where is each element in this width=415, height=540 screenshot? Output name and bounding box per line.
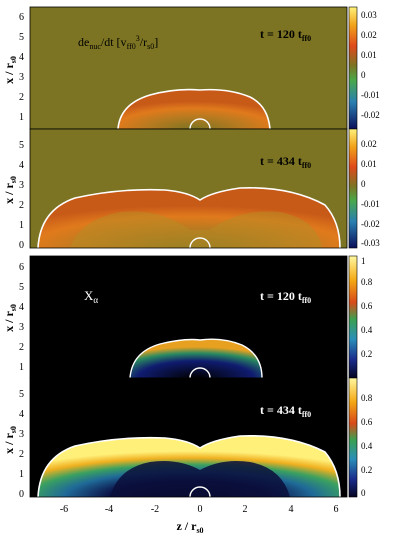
colorbar-tick: -0.02 <box>361 110 380 120</box>
colorbar-tick: 1 <box>361 256 366 266</box>
time-label: t = 120 tff0 <box>260 289 311 305</box>
y-tick: 5 <box>19 389 24 400</box>
x-tick: 4 <box>289 504 294 515</box>
time-label: t = 434 tff0 <box>260 403 311 419</box>
colorbar-tick: 0.01 <box>361 50 377 60</box>
y-tick: 2 <box>19 200 24 211</box>
colorbar-tick: 0 <box>361 488 366 498</box>
shock-front <box>37 435 341 497</box>
panel-energy-t120: 1 2 3 4 5 6 x / rs0 denuc/dt [vff03/rs0]… <box>2 6 380 130</box>
colorbar-tick: 0.02 <box>361 30 377 40</box>
colorbar-tick: 0.2 <box>361 465 372 475</box>
colorbar <box>348 6 358 130</box>
colorbar-tick: 0.2 <box>361 349 372 359</box>
y-ticks: 1 2 3 4 5 6 <box>19 12 24 123</box>
y-tick: 2 <box>19 92 24 103</box>
colorbar-ticks: 0.03 0.02 0.01 0 -0.01 -0.02 <box>361 10 380 120</box>
y-axis-label: x / rs0 <box>2 304 18 332</box>
colorbar-tick: 0.02 <box>361 139 377 149</box>
x-tick: -6 <box>60 504 68 515</box>
y-ticks: 0 1 2 3 4 5 <box>19 389 24 500</box>
y-tick: 6 <box>19 262 24 273</box>
colorbar-tick: 0.8 <box>361 277 373 287</box>
colorbar-tick: 0.03 <box>361 10 377 20</box>
x-tick: -2 <box>151 504 159 515</box>
shock-front <box>117 88 271 129</box>
colorbar-tick: 0.01 <box>361 159 377 169</box>
alpha-region <box>130 339 262 378</box>
colorbar <box>348 255 358 379</box>
y-tick: 4 <box>19 302 24 313</box>
panel-alpha-t120: 1 2 3 4 5 6 x / rs0 Xα t = 120 tff0 1 0.… <box>2 255 373 379</box>
x-tick: -4 <box>105 504 113 515</box>
y-tick: 5 <box>19 282 24 293</box>
colorbar-tick: -0.01 <box>361 199 380 209</box>
colorbar-ticks: 0.8 0.6 0.4 0.2 0 <box>361 393 373 498</box>
y-tick: 1 <box>19 362 24 373</box>
colorbar-tick: -0.03 <box>361 238 380 248</box>
y-tick: 1 <box>19 220 24 231</box>
y-tick: 4 <box>19 52 24 63</box>
y-tick: 3 <box>19 429 24 440</box>
quantity-label: Xα <box>84 288 98 305</box>
plot-frame <box>29 377 348 498</box>
core-circle <box>189 486 211 497</box>
core-circle <box>189 118 211 129</box>
colorbar-tick: 0.6 <box>361 417 373 427</box>
y-tick: 1 <box>19 469 24 480</box>
burning-region-inner <box>70 211 322 248</box>
x-tick: 0 <box>198 504 203 515</box>
shock-front <box>37 187 341 248</box>
plot-frame <box>29 128 348 249</box>
y-tick: 3 <box>19 322 24 333</box>
y-tick: 2 <box>19 449 24 460</box>
colorbar-tick: -0.01 <box>361 90 380 100</box>
y-axis-label: x / rs0 <box>2 426 18 454</box>
colorbar-ticks: 0.02 0.01 0 -0.01 -0.02 -0.03 <box>361 139 380 248</box>
x-axis-label: z / rs0 <box>176 519 203 535</box>
colorbar-ticks: 1 0.8 0.6 0.4 0.2 <box>361 256 373 359</box>
core-circle <box>189 367 211 378</box>
colorbar-tick: 0 <box>361 179 366 189</box>
alpha-region-core <box>110 461 290 497</box>
x-tick: 6 <box>334 504 339 515</box>
y-ticks: 0 1 2 3 4 5 <box>19 140 24 251</box>
panel-energy-t434: 0 1 2 3 4 5 x / rs0 t = 434 tff0 0.02 0.… <box>2 128 380 251</box>
colorbar <box>348 128 358 249</box>
y-ticks: 1 2 3 4 5 6 <box>19 262 24 373</box>
y-tick: 0 <box>19 240 24 251</box>
colorbar-tick: 0.4 <box>361 441 373 451</box>
y-tick: 1 <box>19 112 24 123</box>
colorbar-tick: 0.4 <box>361 325 373 335</box>
colorbar-tick: 0 <box>361 70 366 80</box>
shock-front <box>129 338 263 378</box>
colorbar-tick: 0.6 <box>361 301 373 311</box>
y-axis-label: x / rs0 <box>2 56 18 84</box>
colorbar-tick: -0.02 <box>361 219 380 229</box>
y-tick: 3 <box>19 180 24 191</box>
core-circle <box>189 237 211 248</box>
time-label: t = 434 tff0 <box>260 154 311 170</box>
time-label: t = 120 tff0 <box>260 27 311 43</box>
y-tick: 5 <box>19 140 24 151</box>
y-tick: 3 <box>19 72 24 83</box>
y-tick: 6 <box>19 12 24 23</box>
quantity-label: denuc/dt [vff03/rs0] <box>78 34 158 51</box>
y-tick: 4 <box>19 160 24 171</box>
y-tick: 5 <box>19 32 24 43</box>
y-tick: 0 <box>19 489 24 500</box>
colorbar <box>348 377 358 498</box>
x-tick: 2 <box>243 504 248 515</box>
y-tick: 2 <box>19 342 24 353</box>
colorbar-tick: 0.8 <box>361 393 373 403</box>
burning-region <box>118 89 270 129</box>
panel-alpha-t434: 0 1 2 3 4 5 x / rs0 t = 434 tff0 0.8 0.6… <box>2 377 373 500</box>
y-axis-label: x / rs0 <box>2 176 18 204</box>
x-ticks: -6 -4 -2 0 2 4 6 <box>60 504 339 515</box>
y-tick: 4 <box>19 409 24 420</box>
